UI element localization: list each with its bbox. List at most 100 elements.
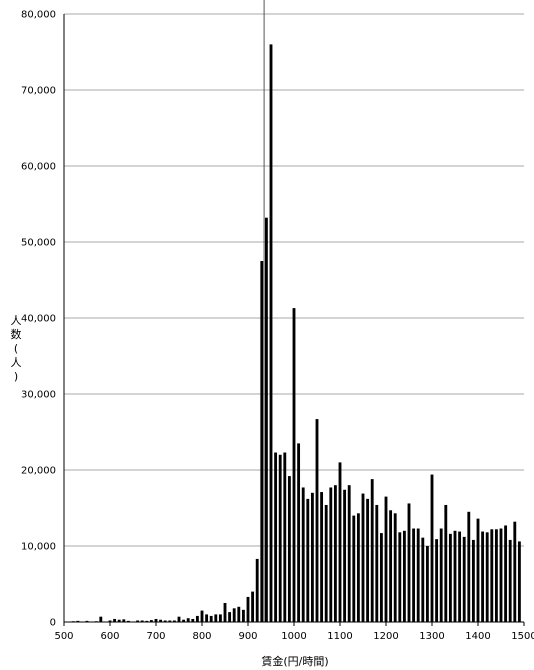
histogram-bar [402,530,406,622]
x-tick-label: 800 [192,631,211,642]
x-axis-title: 賃金(円/時間) [261,654,328,668]
axes [63,14,525,626]
y-tick-label: 20,000 [21,466,56,477]
histogram-bar [136,620,140,622]
histogram-bar [172,620,176,622]
histogram-bar [315,419,319,622]
histogram-bar [421,537,425,622]
histogram-bar [269,44,273,622]
bars [71,44,521,622]
histogram-bar [513,521,517,622]
tick-labels: 0 10,000 20,000 30,000 40,000 50,000 60,000 70,… [21,10,534,643]
y-axis-title-char: ( [14,342,18,355]
histogram-bar [384,496,388,622]
histogram-bar [407,503,411,622]
histogram-bar [393,513,397,622]
histogram-bar [485,532,489,622]
histogram-bar [278,454,282,622]
histogram-bar [462,536,466,622]
histogram-bar [435,539,439,622]
histogram-bar [163,620,167,622]
histogram-bar [444,504,448,622]
histogram-bar [301,487,305,622]
y-axis-title-char: 人 [11,314,22,327]
x-tick-label: 1100 [327,631,352,642]
histogram-bar [508,539,512,622]
histogram-bar [499,528,503,622]
histogram-bar [398,532,402,622]
histogram-bar [191,618,195,622]
histogram-bar [122,619,126,622]
y-tick-label: 0 [50,618,56,629]
histogram-bar [246,596,250,622]
histogram-bar [159,619,163,622]
histogram-bar [108,620,112,622]
histogram-bar [140,620,144,622]
histogram-bar [490,529,494,622]
histogram-bar [370,479,374,622]
y-tick-label: 70,000 [21,86,56,97]
histogram-bar [241,609,245,622]
histogram-bar [416,528,420,622]
y-tick-label: 60,000 [21,162,56,173]
histogram-bar [352,515,356,622]
histogram-bar [310,492,314,622]
histogram-bar [292,308,296,622]
histogram-bar [476,518,480,622]
histogram-bar [375,504,379,622]
histogram-bar [458,531,462,622]
histogram-bar [251,591,255,622]
histogram-bar [149,620,153,622]
y-tick-label: 50,000 [21,238,56,249]
histogram-bar [453,530,457,622]
histogram-bar [333,485,337,622]
histogram-bar [412,528,416,622]
histogram-bar [324,504,328,622]
histogram-bar [113,618,117,622]
histogram-bar [126,620,130,622]
histogram-bar [283,452,287,622]
y-axis-title-char: 人 [11,356,22,369]
histogram-bar [200,610,204,622]
histogram-bar [154,618,158,622]
x-tick-label: 1200 [373,631,398,642]
histogram-bar [430,474,434,622]
histogram-bar [361,493,365,622]
x-tick-label: 900 [238,631,257,642]
histogram-bar [517,541,521,622]
y-axis-title: 人数(人) [11,314,22,383]
x-tick-label: 500 [54,631,73,642]
histogram-bar [471,539,475,622]
histogram-bar [214,614,218,622]
histogram-bar [329,487,333,622]
y-tick-label: 40,000 [21,314,56,325]
histogram-bar [177,616,181,622]
x-tick-label: 1500 [511,631,534,642]
histogram-bar [297,443,301,622]
histogram-bar [448,533,452,622]
x-tick-label: 1300 [419,631,444,642]
histogram-bar [232,608,236,622]
histogram-bar [356,513,360,622]
histogram-bar [467,511,471,622]
histogram-bar [379,533,383,622]
histogram-bar [320,492,324,622]
x-tick-label: 1000 [281,631,306,642]
y-tick-label: 80,000 [21,10,56,21]
histogram-bar [117,619,121,622]
histogram-bar [237,606,241,622]
histogram-bar [195,615,199,622]
histogram-bar [209,615,213,622]
x-tick-label: 600 [100,631,119,642]
histogram-bar [264,217,268,622]
y-tick-label: 10,000 [21,542,56,553]
histogram-bar [168,620,172,622]
histogram-bar [494,529,498,622]
histogram-bar [186,618,190,622]
y-tick-label: 30,000 [21,390,56,401]
histogram-bar [260,261,264,622]
histogram-bar [145,620,149,622]
y-axis-title-char: 数 [11,328,22,341]
histogram-bar [182,619,186,622]
